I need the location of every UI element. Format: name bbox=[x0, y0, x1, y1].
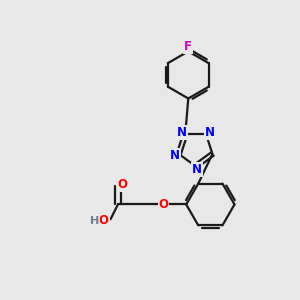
Text: H: H bbox=[90, 216, 100, 226]
Text: N: N bbox=[205, 126, 214, 139]
Text: F: F bbox=[184, 40, 192, 52]
Text: N: N bbox=[192, 163, 202, 176]
Text: O: O bbox=[158, 198, 169, 211]
Text: O: O bbox=[118, 178, 128, 191]
Text: N: N bbox=[177, 126, 187, 139]
Text: N: N bbox=[170, 149, 180, 162]
Text: O: O bbox=[99, 214, 109, 227]
